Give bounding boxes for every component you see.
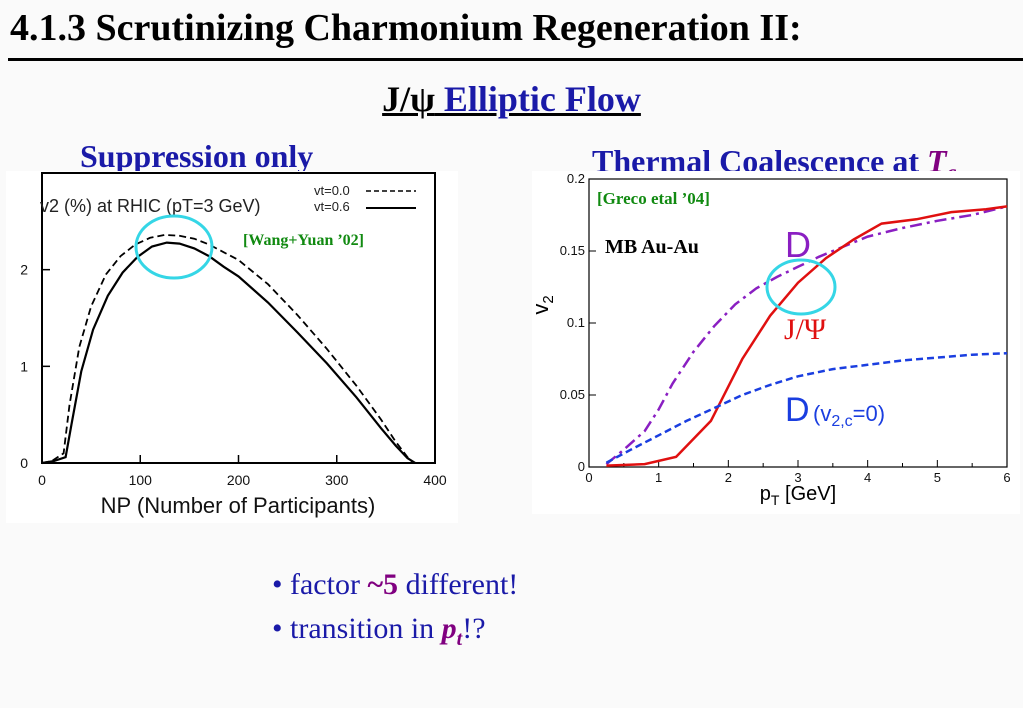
right-condition-label: MB Au-Au [605,236,699,258]
left-panel-caption: Suppression only [80,138,314,174]
bullet-1-text-a: • factor [272,568,368,601]
bullet-transition: • transition in pt!? [272,607,518,661]
left-xtick-label: 100 [129,472,153,488]
subtitle-main: Elliptic Flow [434,79,641,119]
right-ytick-label: 0.2 [567,171,585,186]
left-xtick-label: 200 [227,472,251,488]
right-xtick-label: 5 [934,470,941,485]
right-xtick-label: 3 [794,470,801,485]
bullet-2-text-a: • transition in [272,612,442,645]
right-xtick-label: 2 [725,470,732,485]
right-xtick-label: 1 [655,470,662,485]
bullet-1-value: ~5 [367,568,399,601]
left-xtick-label: 0 [38,472,46,488]
right-series-D-v2c0 [605,351,1008,464]
series-label-D-v2c0: D (v2,c=0) [785,391,885,430]
right-reference: [Greco etal ’04] [597,189,710,208]
series-label-D-v2c0-sub: (v2,c=0) [813,401,885,430]
left-chart: 0 100 200 300 400 0 1 2 v2 (%) at RHIC (pT=3 Ge… [20,172,447,518]
subtitle-prefix: J/ψ [382,79,435,119]
left-xtick-label: 400 [423,472,447,488]
right-ytick-label: 0.15 [560,243,585,258]
right-xlabel: pT [GeV] [760,483,836,508]
bullet-2-pt-sub: t [456,628,463,650]
right-caption-T: T [927,143,947,179]
bullet-2-text-c: !? [462,612,486,645]
left-series-line-solid [41,241,416,465]
right-chart-panel: 0 1 2 3 4 5 6 0 0.05 0.1 0.15 0.2 [Greco etal ’04] … [528,171,1020,514]
series-label-D: D [785,224,811,265]
highlight-circle-right [765,258,837,316]
left-legend: vt=0.0 vt=0.6 [314,183,416,214]
slide-subtitle: J/ψ Elliptic Flow [0,78,1023,120]
right-ytick-label: 0.05 [560,387,585,402]
right-ytick-label: 0.1 [567,315,585,330]
right-xtick-label: 4 [864,470,871,485]
bullet-2-pt: p [441,612,457,645]
left-series-line-dashed [41,233,415,464]
left-chart-panel: 0 100 200 300 400 0 1 2 v2 (%) at RHIC (pT=3 Ge… [6,171,458,523]
legend-label-solid: vt=0.6 [314,199,350,214]
right-ylabel: v2 [532,295,557,314]
series-label-jpsi: J/Ψ [784,313,827,346]
left-xtick-label: 300 [325,472,349,488]
right-series-jpsi [606,205,1008,467]
bullet-list: • factor ~5 different! • transition in p… [272,563,518,661]
left-reference: [Wang+Yuan ’02] [243,232,364,249]
left-xlabel: NP (Number of Participants) [101,493,376,518]
legend-label-dashed: vt=0.0 [314,183,350,198]
series-label-D-v2c0-main: D [785,391,810,429]
bullet-factor: • factor ~5 different! [272,563,518,607]
right-xtick-label: 0 [585,470,592,485]
slide-title: 4.1.3 Scrutinizing Charmonium Regenerati… [10,7,802,49]
title-underline [8,58,1023,61]
right-xtick-label: 6 [1003,470,1010,485]
left-plot-frame [41,172,436,464]
right-ytick-label: 0 [578,459,585,474]
left-ytick-label: 1 [20,358,28,374]
highlight-circle-left [134,214,214,280]
left-ytick-label: 2 [20,262,28,278]
left-annotation-title: v2 (%) at RHIC (pT=3 GeV) [40,196,261,216]
right-chart: 0 1 2 3 4 5 600.050.10.150.2 [Greco etal ’04] … [528,171,1011,508]
bullet-1-text-c: different! [398,568,519,601]
left-ytick-label: 0 [20,455,28,471]
